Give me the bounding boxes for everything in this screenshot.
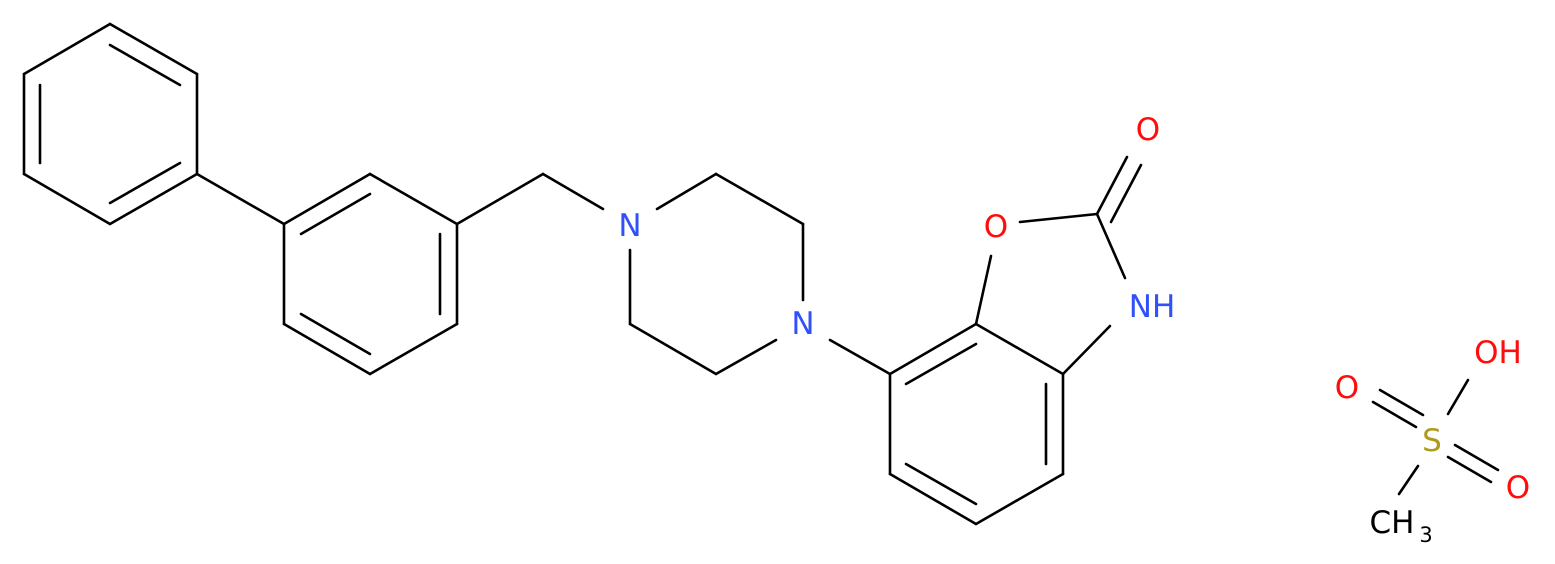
atom-label: O [984, 209, 1008, 245]
atom-label: N [618, 208, 641, 244]
atom-label: O [1335, 370, 1359, 406]
atom-label: S [1422, 423, 1442, 459]
atom-label: O [1506, 470, 1530, 506]
atom-label: OH [1474, 335, 1522, 371]
atom-label: CH [1370, 505, 1415, 541]
bonds [22, 22, 1500, 526]
atom-subscript: 3 [1419, 523, 1432, 547]
atom-labels: N N O O NH O OH S O CH 3 [618, 112, 1530, 547]
atom-label: N [791, 306, 814, 342]
atom-label: NH [1129, 289, 1176, 325]
atom-label: O [1136, 112, 1160, 148]
